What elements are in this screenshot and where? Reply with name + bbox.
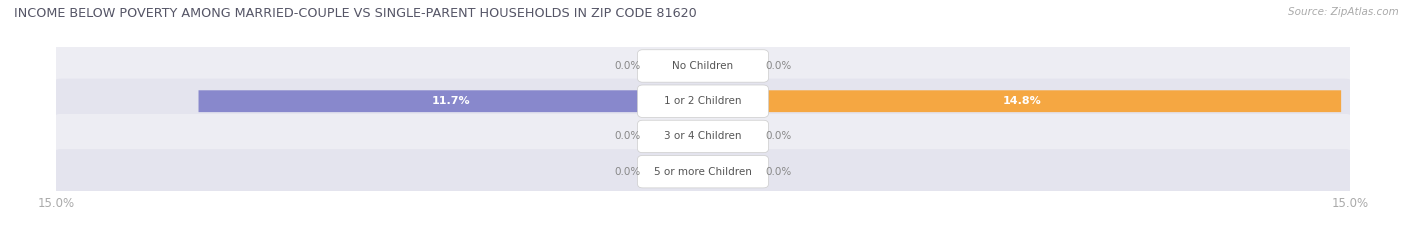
Text: 3 or 4 Children: 3 or 4 Children [664,131,742,141]
FancyBboxPatch shape [637,50,769,82]
Text: 0.0%: 0.0% [765,131,792,141]
Text: 0.0%: 0.0% [765,61,792,71]
Text: 0.0%: 0.0% [765,167,792,177]
Text: Source: ZipAtlas.com: Source: ZipAtlas.com [1288,7,1399,17]
FancyBboxPatch shape [650,159,706,184]
FancyBboxPatch shape [53,43,1353,89]
FancyBboxPatch shape [198,90,703,112]
FancyBboxPatch shape [53,149,1353,194]
FancyBboxPatch shape [700,124,756,149]
Text: INCOME BELOW POVERTY AMONG MARRIED-COUPLE VS SINGLE-PARENT HOUSEHOLDS IN ZIP COD: INCOME BELOW POVERTY AMONG MARRIED-COUPL… [14,7,697,20]
FancyBboxPatch shape [637,120,769,153]
Text: 11.7%: 11.7% [432,96,470,106]
Text: 0.0%: 0.0% [614,131,641,141]
Text: 5 or more Children: 5 or more Children [654,167,752,177]
FancyBboxPatch shape [637,155,769,188]
FancyBboxPatch shape [650,53,706,79]
FancyBboxPatch shape [650,124,706,149]
FancyBboxPatch shape [700,159,756,184]
Text: 0.0%: 0.0% [614,167,641,177]
Text: 1 or 2 Children: 1 or 2 Children [664,96,742,106]
Text: No Children: No Children [672,61,734,71]
FancyBboxPatch shape [53,114,1353,159]
FancyBboxPatch shape [703,90,1341,112]
FancyBboxPatch shape [637,85,769,117]
Text: 0.0%: 0.0% [614,61,641,71]
Text: 14.8%: 14.8% [1002,96,1042,106]
FancyBboxPatch shape [700,53,756,79]
FancyBboxPatch shape [53,79,1353,124]
